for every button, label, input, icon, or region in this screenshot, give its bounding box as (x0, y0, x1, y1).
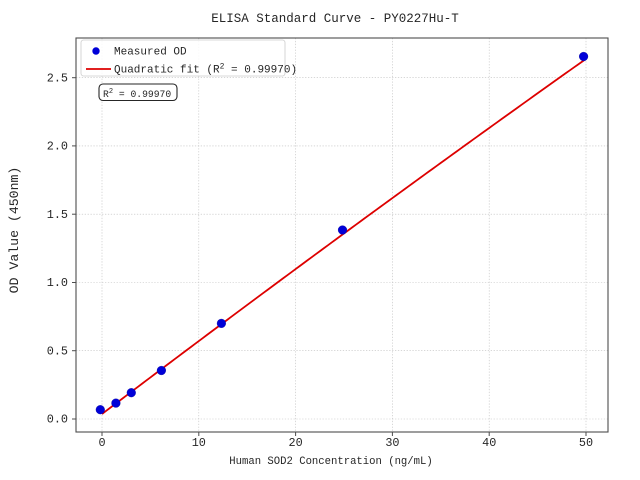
svg-text:Human SOD2 Concentration (ng/m: Human SOD2 Concentration (ng/mL) (229, 456, 432, 468)
svg-text:30: 30 (385, 436, 399, 450)
svg-text:0.0: 0.0 (47, 413, 68, 427)
svg-text:1.0: 1.0 (47, 276, 68, 290)
svg-text:0.5: 0.5 (47, 344, 68, 358)
svg-text:20: 20 (289, 436, 303, 450)
svg-text:1.5: 1.5 (47, 208, 68, 222)
svg-text:OD Value (450nm): OD Value (450nm) (7, 167, 22, 294)
svg-text:2.0: 2.0 (47, 140, 68, 154)
svg-text:50: 50 (579, 436, 593, 450)
svg-text:Measured OD: Measured OD (114, 47, 187, 59)
svg-text:40: 40 (482, 436, 496, 450)
svg-text:10: 10 (192, 436, 206, 450)
svg-text:Quadratic fit (R2 = 0.99970): Quadratic fit (R2 = 0.99970) (114, 62, 297, 77)
svg-text:2.5: 2.5 (47, 71, 68, 85)
svg-text:ELISA Standard Curve - PY0227H: ELISA Standard Curve - PY0227Hu-T (211, 12, 459, 26)
svg-text:R2 = 0.99970: R2 = 0.99970 (103, 88, 171, 100)
svg-text:0: 0 (98, 436, 105, 450)
